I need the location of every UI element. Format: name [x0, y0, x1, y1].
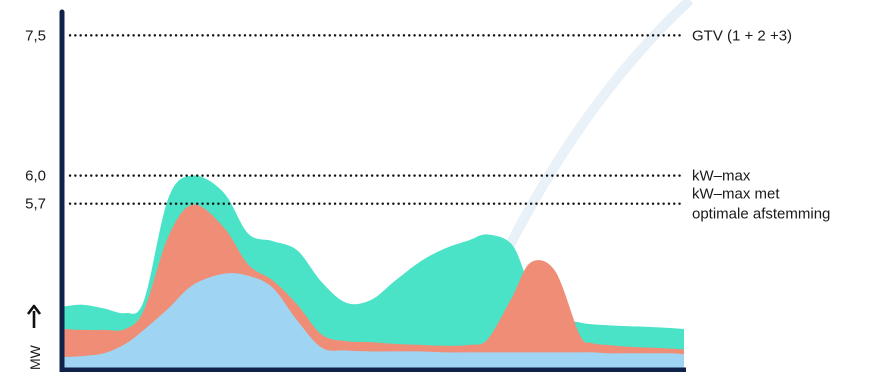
y-tick-label-2: 6,0	[25, 168, 46, 185]
y-tick-label-3: 5,7	[25, 196, 46, 213]
y-axis-title-group: MW	[26, 304, 43, 370]
area-series-1	[64, 273, 684, 372]
reference-line-1-label: GTV (1 + 2 +3)	[692, 27, 792, 44]
reference-line-3-label: kW–max met	[692, 186, 780, 203]
y-tick-labels: 7,5 6,0 5,7	[25, 27, 46, 212]
y-tick-label-1: 7,5	[25, 27, 46, 44]
axes	[59, 9, 686, 372]
reference-line-3-label: optimale afstemming	[692, 206, 830, 223]
reference-line-2-label: kW–max	[692, 168, 751, 185]
area-series-group	[64, 175, 684, 372]
arrow-up-icon	[26, 304, 42, 315]
y-axis-title: MW	[27, 344, 43, 370]
